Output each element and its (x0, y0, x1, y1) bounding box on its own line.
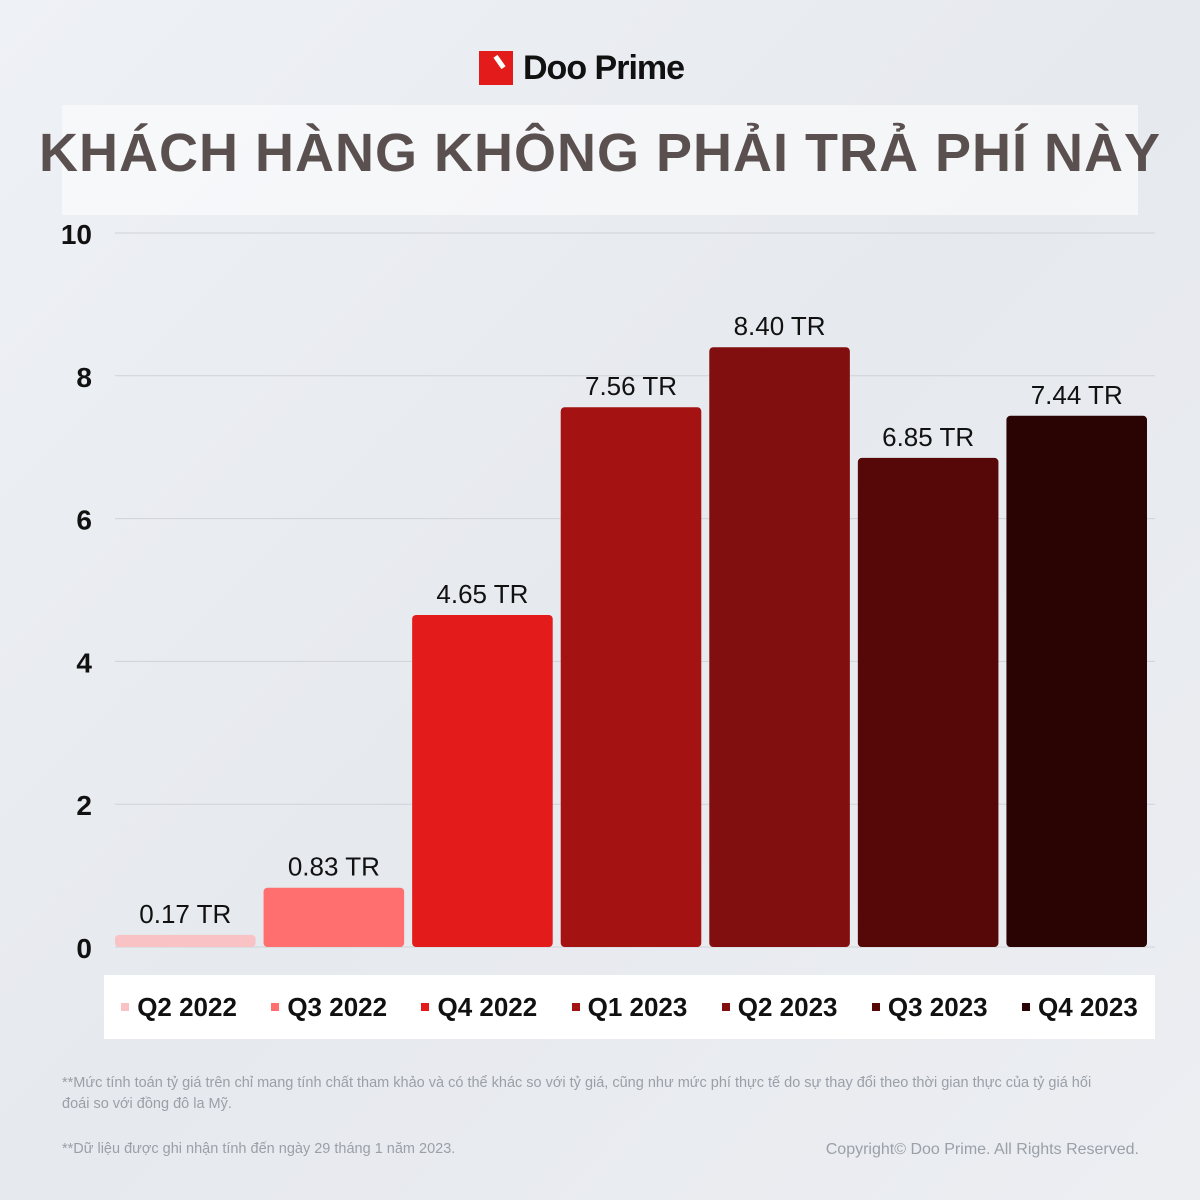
legend-swatch (721, 1003, 730, 1011)
legend-item: Q4 2023 (1022, 992, 1138, 1023)
data-label: 6.85 TR (882, 422, 974, 452)
bar-q2-2022 (115, 934, 256, 947)
legend-label: Q4 2023 (1038, 991, 1138, 1022)
y-tick-label: 6 (76, 505, 92, 536)
data-label: 0.17 TR (139, 899, 231, 929)
legend-swatch (121, 1003, 130, 1011)
data-label: 4.65 TR (436, 579, 528, 609)
y-tick-label: 8 (76, 362, 92, 393)
data-label: 8.40 TR (734, 311, 826, 341)
legend-item: Q3 2023 (871, 991, 988, 1023)
legend-swatch (271, 1003, 280, 1011)
legend-swatch (1022, 1003, 1031, 1011)
data-label: 0.83 TR (288, 852, 380, 882)
chart-title: KHÁCH HÀNG KHÔNG PHẢI TRẢ PHÍ NÀY (38, 123, 1162, 183)
bar-q4-2023 (1006, 415, 1147, 947)
y-tick-label: 4 (76, 647, 92, 678)
footnote-data-date: **Dữ liệu được ghi nhận tính đến ngày 29… (62, 1141, 456, 1157)
copyright: Copyright© Doo Prime. All Rights Reserve… (825, 1141, 1139, 1158)
footnote-exchange-rate: **Mức tính toán tỷ giá trên chỉ mang tín… (62, 1075, 1092, 1112)
brand-logo: Doo Prime (479, 48, 685, 87)
bar-q3-2022 (263, 887, 405, 947)
y-tick-label: 10 (61, 219, 92, 250)
logo-text: Doo Prime (523, 48, 685, 87)
legend: Q2 2022 Q3 2022 Q4 2022 Q1 2023 Q2 2023 Q3 20… (104, 975, 1155, 1039)
legend-label: Q4 2022 (437, 991, 538, 1022)
legend-swatch (871, 1003, 880, 1011)
data-label: 7.56 TR (585, 371, 677, 401)
legend-label: Q2 2023 (737, 991, 838, 1022)
legend-swatch (571, 1003, 580, 1011)
bar-q2-2023 (709, 347, 850, 947)
legend-item: Q4 2022 (421, 992, 537, 1023)
legend-label: Q3 2023 (887, 991, 988, 1022)
bar-q4-2022 (412, 614, 553, 947)
legend-item: Q2 2023 (721, 991, 838, 1023)
bar-q3-2023 (857, 457, 999, 947)
legend-item: Q1 2023 (571, 991, 688, 1023)
legend-item: Q3 2022 (271, 992, 387, 1023)
y-tick-label: 0 (76, 933, 92, 964)
data-label: 7.44 TR (1031, 380, 1123, 410)
legend-label: Q3 2022 (287, 991, 388, 1022)
title-background (62, 105, 1138, 215)
legend-item: Q2 2022 (121, 992, 237, 1023)
legend-label: Q2 2022 (137, 991, 237, 1022)
legend-label: Q1 2023 (587, 991, 688, 1022)
y-tick-label: 2 (76, 790, 92, 821)
logo-mark-icon (479, 51, 513, 85)
bar-q1-2023 (560, 407, 702, 947)
legend-swatch (421, 1003, 430, 1011)
